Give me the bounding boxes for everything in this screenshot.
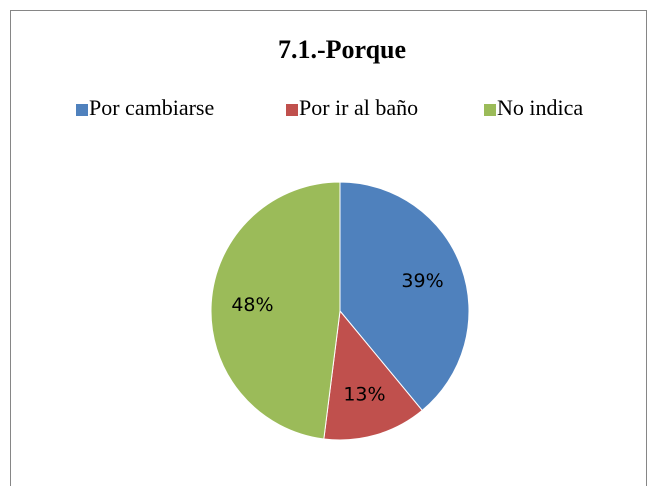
legend-label: No indica	[497, 95, 583, 120]
data-label: 48%	[231, 294, 273, 316]
legend-label: Por cambiarse	[89, 95, 214, 120]
pie-slice	[339, 181, 470, 412]
chart-title: 7.1.-Porque	[278, 35, 406, 64]
data-label: 39%	[401, 270, 443, 292]
legend-label: Por ir al baño	[299, 95, 418, 120]
pie-slice	[210, 181, 341, 440]
legend-swatch	[76, 104, 88, 116]
legend-swatch	[286, 104, 298, 116]
legend-swatch	[484, 104, 496, 116]
pie-slice	[323, 309, 423, 441]
data-label: 13%	[343, 384, 385, 406]
